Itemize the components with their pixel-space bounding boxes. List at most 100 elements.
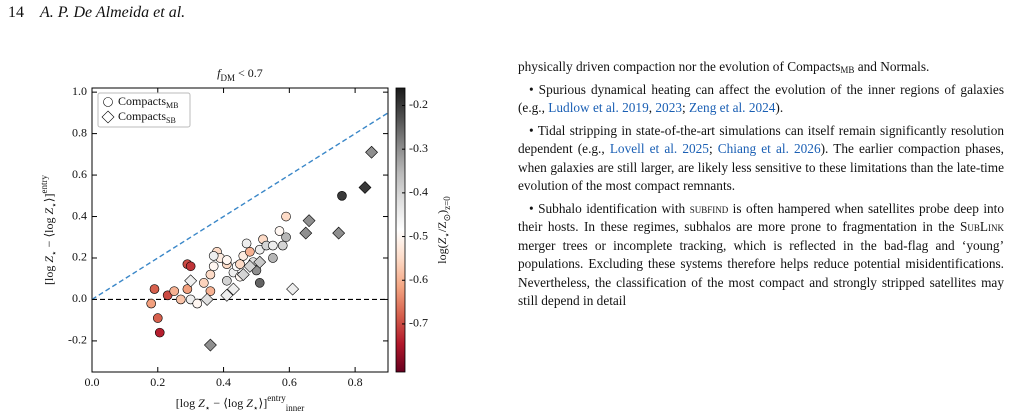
text-segment: Z	[42, 256, 56, 263]
y-tick-label: 0.0	[72, 291, 87, 305]
legend-subscript: MB	[166, 101, 178, 110]
diamond-point	[200, 293, 214, 306]
page-number: 14	[8, 4, 24, 21]
text-segment: ⋆	[205, 403, 211, 413]
chart: fDM < 0.7 0.0 0.2 0.4 0.6 0.8 -0.2 0.0 0.2 0.4 0.6…	[39, 66, 452, 413]
diamond-point	[358, 181, 372, 194]
text-run: • Tidal stripping in state-of-the-art si…	[518, 122, 1004, 157]
text-segment: f	[217, 66, 222, 80]
text-run: ;	[708, 141, 718, 156]
text-segment: Z	[42, 208, 56, 215]
text-run: merger trees or incomplete tracking, whi…	[518, 237, 1004, 309]
x-tick-label: 0.8	[348, 375, 363, 389]
text-segment: DM	[221, 73, 236, 83]
circle-point	[149, 284, 160, 294]
y-tick-label: 0.8	[72, 125, 87, 139]
circle-point	[281, 211, 291, 222]
text-segment: inner	[286, 403, 305, 413]
diamond-point	[226, 282, 240, 296]
circle-point	[205, 269, 216, 280]
y-tick-label: 0.2	[72, 250, 87, 264]
diamond-point	[286, 282, 300, 296]
text-run: • Subhalo identification with	[529, 200, 690, 216]
circle-point	[277, 240, 288, 251]
chart-title: fDM < 0.7	[217, 66, 263, 83]
text-segment: Z	[246, 396, 253, 410]
colorbar-tick-label: -0.5	[409, 228, 428, 242]
text-segment: − ⟨log	[210, 396, 246, 410]
legend-name: Compacts	[118, 94, 166, 108]
plot-frame	[91, 87, 389, 373]
citation-link[interactable]: Lovell et al. 2025	[609, 141, 709, 156]
circle-point	[208, 261, 219, 272]
text-run: is often hampered when satellites probe …	[518, 200, 1004, 235]
text-segment: ⋆	[49, 250, 59, 256]
circle-point	[222, 255, 232, 265]
text-run: • Spurious dynamical heating can affect …	[518, 81, 1004, 116]
y-tick-label: 0.6	[72, 167, 87, 181]
citation-link[interactable]: Ludlow et al. 2019	[548, 100, 649, 115]
diamond-point	[299, 226, 313, 240]
colorbar-tick-label: -0.3	[409, 141, 428, 155]
text-segment: ⋆	[442, 232, 452, 238]
text-run: ).	[775, 100, 784, 115]
running-authors: A. P. De Almeida et al.	[40, 4, 186, 21]
circle-point	[169, 286, 180, 296]
x-tick-label: 0.0	[85, 375, 100, 389]
text-segment: Z	[435, 237, 449, 244]
text-segment: [log	[176, 396, 198, 410]
text-segment: < 0.7	[235, 66, 263, 80]
citation-link[interactable]: Chiang et al. 2026	[717, 141, 821, 156]
text-segment: ⋆	[49, 202, 59, 208]
circle-point	[245, 246, 255, 257]
legend-name: Compacts	[118, 109, 166, 123]
diamond-point	[253, 255, 267, 269]
text-segment: − ⟨log	[42, 215, 56, 251]
legend-subscript: SB	[166, 116, 176, 125]
colorbar-tick-label: -0.2	[409, 97, 428, 111]
circle-point	[268, 253, 278, 263]
body-text: physically driven compaction nor the evo…	[518, 58, 1004, 416]
text-run: SubLink	[959, 219, 1004, 234]
text-segment: )	[435, 210, 449, 214]
colorbar-tick-label: -0.6	[409, 272, 428, 286]
y-tick-label: 0.4	[72, 208, 87, 222]
citation-link[interactable]: 2023	[655, 100, 682, 115]
legend-label: CompactsMB	[118, 94, 178, 111]
plot-area	[92, 112, 388, 352]
x-axis-label: [log Z⋆ − ⟨log Z⋆⟩]entryinner	[176, 393, 304, 413]
circle-point	[152, 313, 163, 323]
text-segment: entry	[39, 175, 49, 194]
diamond-point	[243, 259, 257, 273]
text-segment: ⟩]	[259, 396, 268, 410]
diamond-point	[365, 145, 378, 159]
diamond-point	[236, 268, 250, 281]
circle-point	[146, 298, 156, 309]
text-run: ,	[648, 100, 656, 115]
text-segment: ⋆	[253, 403, 259, 413]
text-run: MB	[840, 65, 855, 75]
circle-point	[154, 327, 165, 338]
paragraph: • Spurious dynamical heating can affect …	[518, 81, 1004, 118]
text-run: physically driven compaction nor the evo…	[518, 59, 841, 74]
text-segment: /Z	[435, 221, 449, 232]
text-run: and Normals.	[854, 59, 930, 74]
text-run: subfind	[689, 200, 729, 216]
circle-point	[208, 251, 219, 261]
y-tick-label: 1.0	[72, 84, 87, 98]
text-run: ;	[681, 100, 690, 115]
paragraph: physically driven compaction nor the evo…	[518, 58, 1004, 77]
circle-point	[205, 286, 216, 296]
circle-point	[241, 238, 252, 249]
page-header: 14 A. P. De Almeida et al.	[8, 4, 185, 22]
circle-point	[281, 232, 291, 243]
y-axis-label: [log Z⋆ − ⟨log Z⋆⟩]entry	[39, 175, 59, 285]
citation-link[interactable]: Zeng et al. 2024	[689, 100, 776, 115]
circle-point	[254, 278, 265, 288]
text-segment: log(	[435, 244, 449, 263]
legend-box	[97, 92, 191, 128]
text-segment: Z	[198, 396, 205, 410]
legend-label: CompactsSB	[118, 109, 176, 126]
circle-point	[268, 240, 278, 251]
